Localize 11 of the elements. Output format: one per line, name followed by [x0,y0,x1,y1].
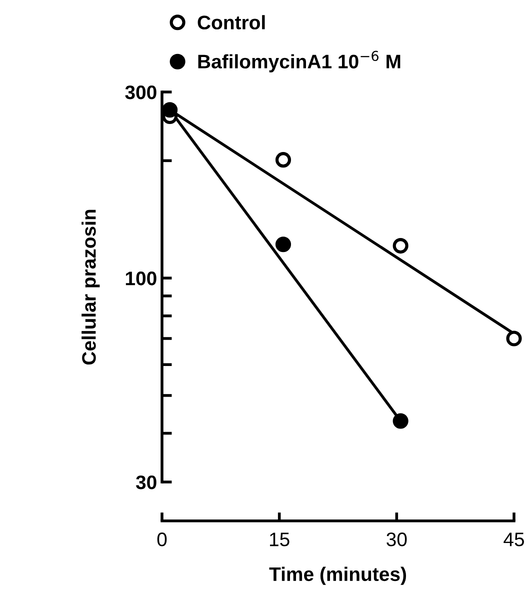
x-tick-label: 30 [386,532,407,546]
x-axis-title: Time (minutes) [269,566,406,585]
legend-label: BafilomycinA1 10$^{−6}$ M [198,50,400,72]
x-tick-label: 45 [504,532,524,546]
y-tick-label: 30 [136,475,156,490]
y-tick-label: 100 [126,272,156,286]
y-axis-title: Cellular prazosin [82,210,100,365]
x-tick-label: 15 [270,532,290,546]
x-tick-label: 0 [157,532,167,546]
legend-label: Control [198,15,265,30]
y-tick-label: 300 [125,85,156,100]
